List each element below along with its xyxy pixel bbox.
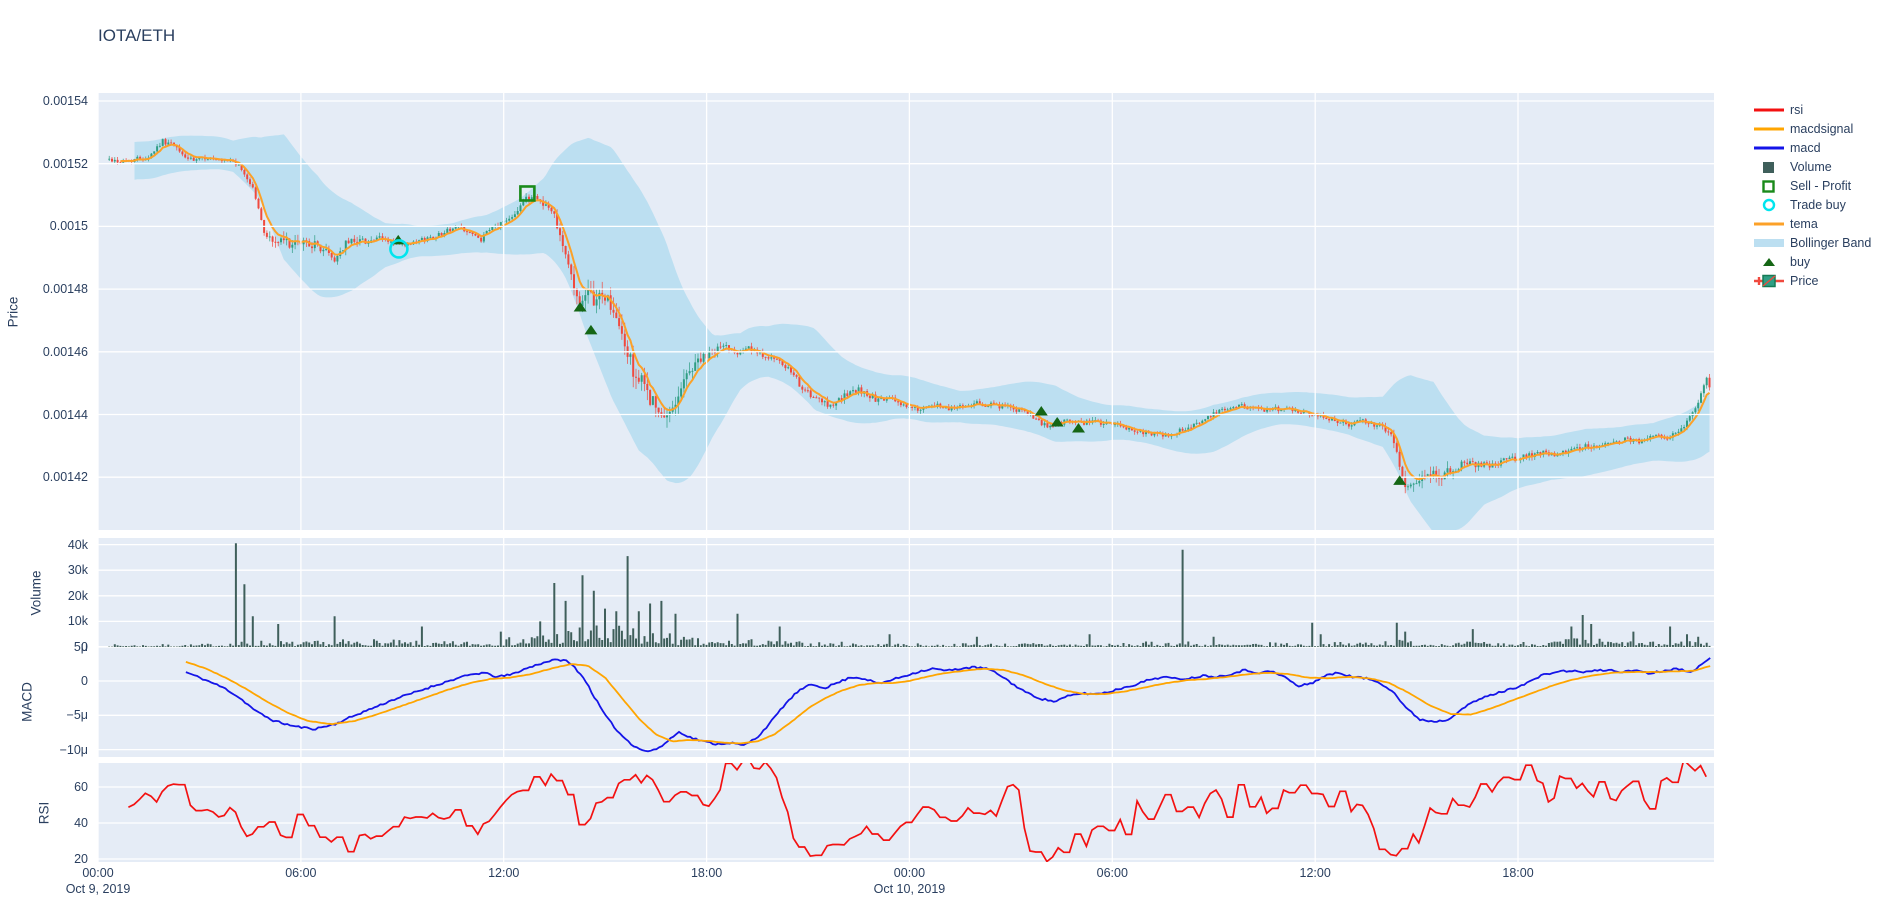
price-ytick-label: 0.00148 (42, 282, 88, 297)
legend-item-rsi[interactable]: rsi (1752, 102, 1871, 117)
volume-ytick-label: 0 (81, 640, 88, 654)
macd-axis-title: MACD (19, 682, 35, 722)
legend-label: buy (1790, 254, 1811, 269)
x-date-label: Oct 10, 2019 (873, 882, 946, 896)
price-swatch-icon (1752, 274, 1786, 288)
rsi-ytick-label: 60 (74, 780, 88, 794)
legend-item-macdsignal[interactable]: macdsignal (1752, 121, 1871, 136)
legend-label: Sell - Profit (1790, 178, 1852, 193)
volume-ytick-label: 40k (67, 537, 88, 552)
legend-label: macd (1790, 140, 1821, 155)
x-tick-label: 12:00 (488, 866, 520, 880)
legend-label: Trade buy (1790, 197, 1846, 212)
buy-marker[interactable] (1034, 406, 1048, 416)
rsi-swatch-icon (1752, 103, 1786, 117)
legend-item-price[interactable]: Price (1752, 273, 1871, 288)
rsi-line (128, 763, 1707, 862)
legend-item-trade-buy[interactable]: Trade buy (1752, 197, 1871, 212)
volume-ytick-label: 30k (67, 563, 88, 578)
legend-item-macd[interactable]: macd (1752, 140, 1871, 155)
rsi-panel-bg (98, 763, 1714, 862)
chart-title: IOTA/ETH (98, 26, 176, 45)
rsi-panel (128, 763, 1707, 862)
rsi-ytick-label: 40 (74, 816, 88, 830)
macdsignal-swatch-icon (1752, 122, 1786, 136)
price-ytick-label: 0.00146 (42, 344, 88, 359)
buy-marker[interactable] (1050, 417, 1064, 427)
x-tick-label: 06:00 (1096, 866, 1128, 880)
bollinger-band-swatch-icon (1752, 236, 1786, 250)
legend-item-volume[interactable]: Volume (1752, 159, 1871, 174)
price-panel (108, 134, 1711, 530)
legend-label: Bollinger Band (1790, 235, 1872, 250)
macd-ytick-label: −10μ (59, 742, 88, 757)
tema-line (120, 143, 1711, 481)
macd-ytick-label: 0 (81, 674, 88, 688)
sell-profit-marker[interactable] (519, 185, 536, 202)
price-ytick-label: 0.00152 (42, 156, 88, 171)
legend-label: rsi (1790, 102, 1804, 117)
price-ytick-label: 0.00142 (42, 470, 88, 485)
x-tick-label: 00:00 (82, 866, 114, 880)
legend-item-tema[interactable]: tema (1752, 216, 1871, 231)
tema-swatch-icon (1752, 217, 1786, 231)
legend: rsi macdsignal macd Volume Sell - Profit Trad… (1752, 102, 1871, 288)
macd-swatch-icon (1752, 141, 1786, 155)
x-tick-label: 06:00 (285, 866, 317, 880)
macd-panel-bg (98, 647, 1714, 757)
price-ytick-label: 0.0015 (49, 219, 88, 234)
x-tick-label: 18:00 (1502, 866, 1534, 880)
x-date-label: Oct 9, 2019 (65, 882, 131, 896)
x-tick-label: 18:00 (690, 866, 723, 880)
legend-item-sell-profit[interactable]: Sell - Profit (1752, 178, 1871, 193)
bollinger-band (134, 134, 1710, 530)
macd-ytick-label: −5μ (66, 708, 88, 723)
legend-item-bollinger-band[interactable]: Bollinger Band (1752, 235, 1871, 250)
macd-ytick-label: 5μ (73, 639, 88, 654)
x-tick-label: 12:00 (1299, 866, 1331, 880)
buy-marker[interactable] (584, 324, 598, 335)
legend-label: Price (1790, 273, 1819, 288)
buy-marker[interactable] (573, 301, 587, 312)
macd-panel (185, 657, 1711, 753)
price-ytick-label: 0.00144 (42, 407, 88, 422)
price-axis-title: Price (5, 296, 21, 327)
macdsignal-line (185, 661, 1711, 745)
volume-ytick-label: 10k (67, 614, 88, 629)
legend-label: Volume (1790, 159, 1832, 174)
legend-label: tema (1790, 216, 1818, 231)
rsi-ytick-label: 20 (74, 852, 88, 866)
x-tick-label: 00:00 (893, 866, 926, 880)
buy-marker[interactable] (1393, 475, 1407, 485)
legend-item-buy[interactable]: buy (1752, 254, 1871, 269)
buy-swatch-icon (1752, 255, 1786, 269)
price-ytick-label: 0.00154 (42, 94, 88, 108)
trade-markers (389, 185, 1407, 485)
volume-swatch-icon (1752, 160, 1786, 174)
trade-buy-marker[interactable] (389, 239, 409, 259)
sell-profit-swatch-icon (1752, 179, 1786, 193)
legend-label: macdsignal (1790, 121, 1854, 136)
volume-ytick-label: 20k (67, 588, 88, 603)
volume-panel-bg (98, 538, 1714, 647)
trade-buy-swatch-icon (1752, 198, 1786, 212)
buy-marker[interactable] (1071, 422, 1085, 433)
volume-axis-title: Volume (28, 569, 44, 616)
rsi-axis-title: RSI (36, 801, 52, 824)
